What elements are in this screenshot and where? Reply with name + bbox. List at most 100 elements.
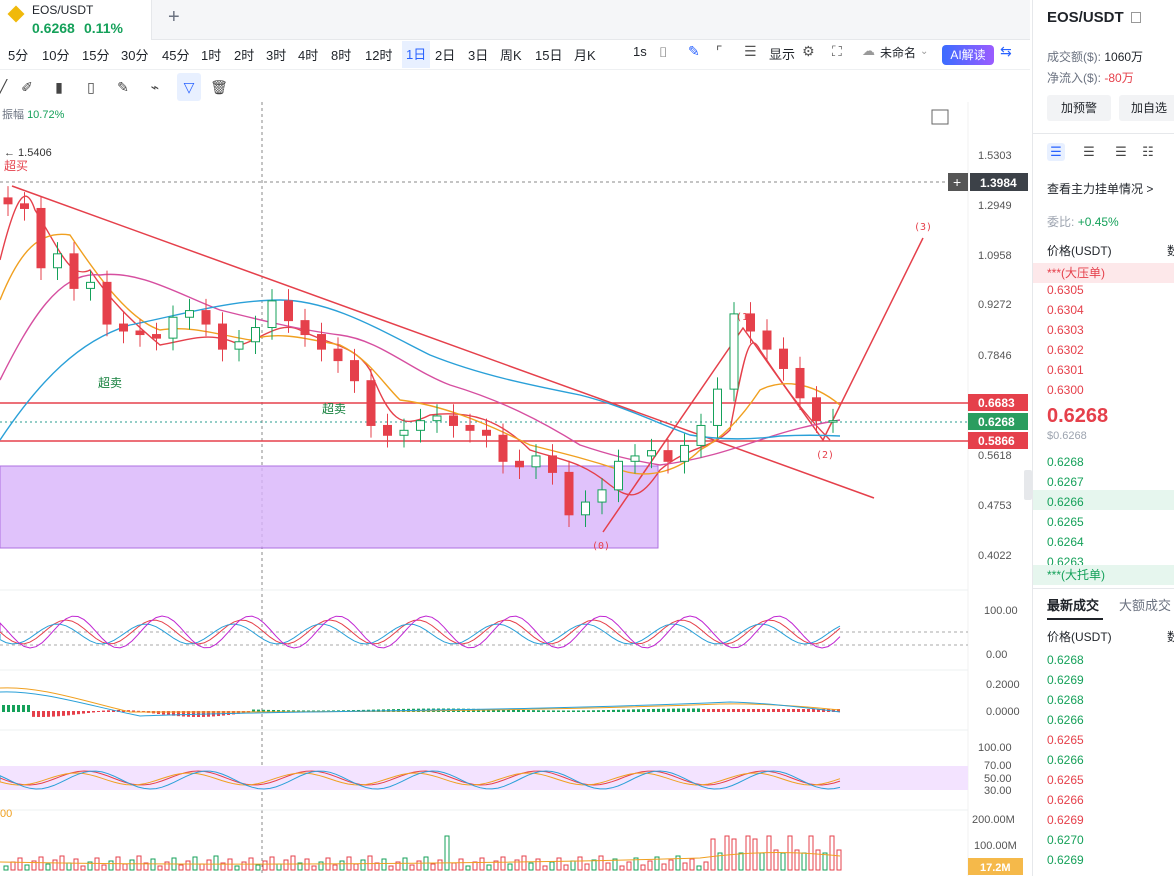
ma-line-ma-long [0, 299, 841, 441]
volume-bar [150, 858, 156, 871]
candle-tool-icon[interactable]: ▮ [55, 79, 63, 95]
share-icon[interactable]: ⇆ [1000, 43, 1012, 59]
orderbook-asks-icon[interactable]: ☰ [1115, 144, 1127, 159]
trash-icon[interactable]: 🗑 [210, 79, 228, 95]
note-tool-icon[interactable]: ✎ [117, 79, 129, 95]
volume-ma-line [0, 852, 841, 865]
candle-body [383, 424, 392, 436]
volume-current-box [968, 858, 1023, 875]
candle-body [696, 424, 706, 446]
ask-price[interactable]: 0.6301 [1047, 363, 1084, 377]
filter-tool-icon[interactable]: ▽ [177, 73, 201, 101]
interval-4[interactable]: 45分 [162, 48, 190, 63]
pencil-icon[interactable]: ✎ [688, 43, 700, 59]
price-chart[interactable]: ← 1.5406超买超卖超卖(0)(1)(2)(3)1.53031.29491.… [0, 102, 1030, 876]
volume-bar [633, 857, 639, 871]
macd-bar [622, 709, 625, 712]
macd-bar [837, 709, 840, 712]
ask-price[interactable]: 0.6305 [1047, 283, 1084, 297]
symbol-tab[interactable]: EOS/USDT 0.6268 0.11% [0, 0, 152, 40]
fullscreen-icon[interactable]: ⛶ [832, 43, 842, 59]
bid-price[interactable]: 0.6267 [1047, 475, 1084, 489]
crop-icon[interactable]: ⌜ [716, 43, 723, 59]
turnover-label: 成交额($): [1047, 50, 1102, 64]
bid-price[interactable]: 0.6265 [1047, 515, 1084, 529]
bid-price[interactable]: 0.6268 [1047, 455, 1084, 469]
volume-bar [241, 861, 247, 871]
interval-13[interactable]: 3日 [468, 48, 489, 63]
candle-body [416, 420, 425, 431]
volume-bar [514, 859, 520, 871]
ask-price[interactable]: 0.6300 [1047, 383, 1084, 397]
interval-11[interactable]: 1日 [402, 41, 431, 68]
interval-0[interactable]: 5分 [8, 48, 29, 63]
ask-price[interactable]: 0.6304 [1047, 303, 1084, 317]
trade-price: 0.6265 [1047, 773, 1084, 787]
magnet-tool-icon[interactable]: ⌁ [150, 79, 160, 95]
rsi-band [0, 766, 968, 790]
millisecond-toggle[interactable]: 1s [633, 44, 647, 59]
ask-price[interactable]: 0.6303 [1047, 323, 1084, 337]
bid-price[interactable]: 0.6266 [1047, 495, 1084, 509]
volume-bar [17, 857, 23, 871]
orderbook-both-icon[interactable]: ☰ [1047, 143, 1065, 161]
ma-line-ma-fast [0, 195, 831, 496]
orderbook-precision-icon[interactable]: ☷ [1142, 144, 1154, 159]
volume-bar [640, 864, 646, 871]
measure-tool-icon[interactable]: ▯ [87, 79, 95, 95]
line-tool-icon[interactable]: ╱ [0, 79, 8, 95]
interval-2[interactable]: 15分 [82, 48, 110, 63]
layout-name-dropdown[interactable]: 未命名 [880, 46, 917, 60]
interval-6[interactable]: 2时 [234, 48, 255, 63]
volume-tick: 200.00M [972, 814, 1015, 826]
panel-splitter-handle[interactable] [1024, 470, 1032, 500]
macd-bar [277, 710, 280, 712]
tab-latest-trades[interactable]: 最新成交 [1047, 598, 1100, 613]
tab-symbol: EOS/USDT [32, 3, 94, 17]
volume-bar [675, 855, 681, 871]
macd-bar [547, 710, 550, 712]
macd-bar [2, 705, 5, 712]
trade-price: 0.6269 [1047, 813, 1084, 827]
interval-7[interactable]: 3时 [266, 48, 287, 63]
tab-large-trades[interactable]: 大额成交 [1119, 598, 1172, 613]
candle-body [317, 334, 326, 350]
interval-9[interactable]: 8时 [331, 48, 352, 63]
add-watchlist-button[interactable]: 加自选 [1119, 95, 1174, 121]
interval-16[interactable]: 月K [574, 48, 596, 63]
candle-body [20, 203, 29, 209]
ask-price[interactable]: 0.6302 [1047, 343, 1084, 357]
demand-zone [0, 465, 659, 549]
main-orders-link[interactable]: 查看主力挂单情况 > [1047, 182, 1154, 196]
interval-14[interactable]: 周K [500, 48, 522, 63]
volume-bar [311, 865, 317, 871]
camera-icon[interactable]: ⌷ [659, 44, 668, 60]
settings-gear-icon[interactable]: ⚙ [802, 43, 815, 59]
add-alert-button[interactable]: 加预警 [1047, 95, 1111, 121]
ai-analysis-button[interactable]: AI解读 [942, 45, 994, 65]
interval-3[interactable]: 30分 [121, 48, 149, 63]
bid-price[interactable]: 0.6264 [1047, 535, 1084, 549]
interval-1[interactable]: 10分 [42, 48, 70, 63]
interval-12[interactable]: 2日 [435, 48, 456, 63]
interval-8[interactable]: 4时 [298, 48, 319, 63]
turnover-row: 成交额($): 1060万 [1047, 48, 1143, 65]
copy-icon[interactable] [1131, 12, 1141, 23]
volume-bar [612, 858, 618, 871]
candle-body [267, 300, 277, 329]
interval-15[interactable]: 15日 [535, 48, 563, 63]
interval-5[interactable]: 1时 [201, 48, 222, 63]
oversold-label: 超卖 [322, 401, 346, 416]
indicator-list-icon[interactable]: ☰ [744, 43, 757, 59]
last-price: 0.6268 [1047, 405, 1109, 427]
add-tab-button[interactable]: + [168, 6, 180, 28]
brush-tool-icon[interactable]: ✐ [21, 79, 33, 95]
macd-bar [672, 708, 675, 712]
display-menu[interactable]: 显示 [769, 47, 796, 62]
orderbook-bids-icon[interactable]: ☰ [1083, 144, 1095, 159]
volume-bar [206, 859, 212, 871]
interval-10[interactable]: 12时 [365, 48, 393, 63]
macd-bar [682, 708, 685, 712]
candle-body [366, 380, 376, 426]
chevron-down-icon[interactable]: ⌄ [920, 46, 929, 57]
